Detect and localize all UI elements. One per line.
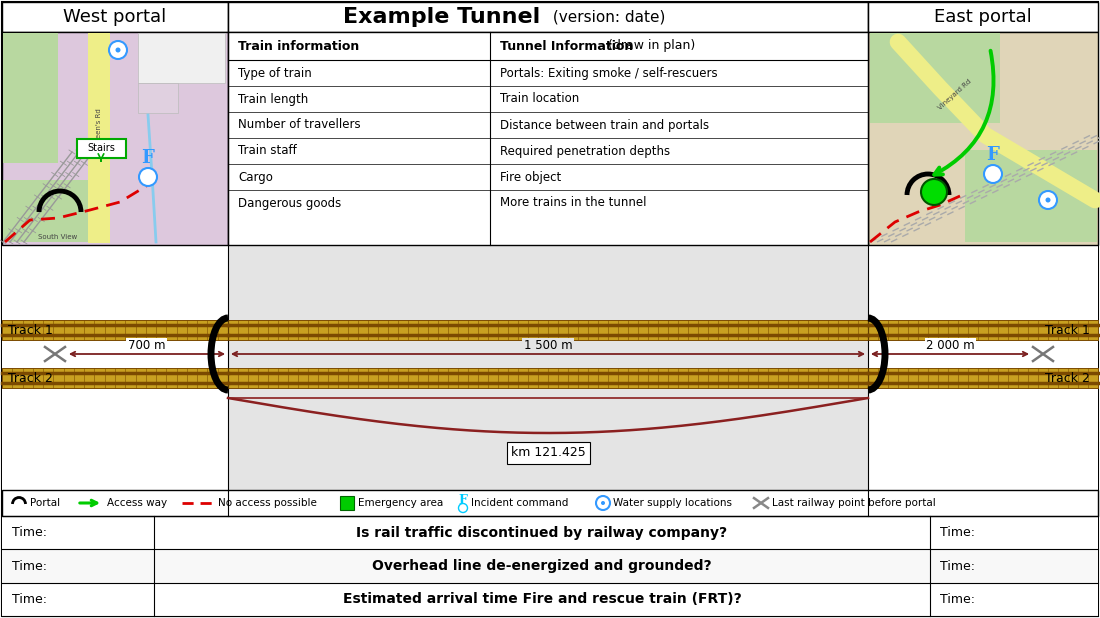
Text: West portal: West portal [64,8,166,26]
Text: Portals: Exiting smoke / self-rescuers: Portals: Exiting smoke / self-rescuers [500,67,717,80]
Bar [3,33,58,163]
Text: Track 2: Track 2 [1045,371,1090,384]
Bar [868,32,1098,245]
Bar [138,33,226,83]
Bar [2,516,1098,549]
Text: Estimated arrival time Fire and rescue train (FRT)?: Estimated arrival time Fire and rescue t… [342,592,741,606]
Bar [228,245,868,490]
Circle shape [601,501,605,505]
Text: Access way: Access way [107,498,167,508]
Bar [2,320,228,340]
Text: Last railway point before portal: Last railway point before portal [772,498,936,508]
Bar [965,150,1097,242]
Text: (draw in plan): (draw in plan) [604,40,695,53]
Text: No access possible: No access possible [218,498,317,508]
Bar [870,33,1000,123]
Bar [2,32,228,245]
Bar [868,320,1098,340]
Text: South View: South View [39,234,78,240]
Circle shape [921,179,947,205]
Text: Dangerous goods: Dangerous goods [238,197,341,210]
Bar [228,320,868,340]
Text: Time:: Time: [940,593,975,606]
Circle shape [596,496,611,510]
Circle shape [139,168,157,186]
Text: F: F [459,494,468,507]
Text: East portal: East portal [934,8,1032,26]
Bar [2,368,228,388]
Bar [228,32,868,245]
Text: Time:: Time: [12,593,47,606]
Bar [2,583,1098,616]
Text: Stairs: Stairs [87,143,114,153]
Text: 1 500 m: 1 500 m [524,339,572,352]
Text: Emergency area: Emergency area [358,498,443,508]
Text: Cargo: Cargo [238,171,273,184]
Bar [2,2,228,32]
Circle shape [1045,198,1050,203]
Text: Is rail traffic discontinued by railway company?: Is rail traffic discontinued by railway … [356,526,727,540]
Circle shape [1040,191,1057,209]
Bar [228,2,868,32]
Bar [3,180,103,242]
Text: Train information: Train information [238,40,360,53]
Text: Track 1: Track 1 [8,323,53,336]
FancyBboxPatch shape [77,138,125,158]
Bar [340,496,354,510]
Text: Water supply locations: Water supply locations [613,498,732,508]
Text: Fire object: Fire object [500,171,561,184]
Text: Required penetration depths: Required penetration depths [500,145,670,158]
Circle shape [984,165,1002,183]
Text: Time:: Time: [940,526,975,539]
Text: Incident command: Incident command [471,498,569,508]
Text: Example Tunnel: Example Tunnel [343,7,548,27]
Text: km 121.425: km 121.425 [510,446,585,460]
Text: Number of travellers: Number of travellers [238,119,361,132]
Text: Time:: Time: [940,559,975,572]
Text: Track 1: Track 1 [1045,323,1090,336]
Text: F: F [142,149,154,167]
Bar [868,368,1098,388]
Bar [868,2,1098,32]
Text: Train staff: Train staff [238,145,297,158]
Text: Queen's Rd: Queen's Rd [96,108,102,148]
Text: Overhead line de-energized and grounded?: Overhead line de-energized and grounded? [372,559,712,573]
FancyArrowPatch shape [934,51,993,175]
Bar [228,368,868,388]
Text: Time:: Time: [12,526,47,539]
Text: Tunnel Information: Tunnel Information [500,40,634,53]
Text: Track 2: Track 2 [8,371,53,384]
Text: Portal: Portal [30,498,60,508]
Bar [138,83,178,113]
Text: More trains in the tunnel: More trains in the tunnel [500,197,647,210]
Text: Vineyard Rd: Vineyard Rd [937,78,972,111]
Bar [88,33,110,243]
Text: Time:: Time: [12,559,47,572]
Bar [2,490,1098,516]
Text: 700 m: 700 m [128,339,165,352]
Text: (version: date): (version: date) [548,9,666,25]
Text: Train location: Train location [500,93,580,106]
Text: 2 000 m: 2 000 m [926,339,975,352]
Text: Type of train: Type of train [238,67,311,80]
Circle shape [116,48,121,53]
Bar [2,245,1098,490]
Bar [2,549,1098,583]
Text: Distance between train and portals: Distance between train and portals [500,119,710,132]
Text: Train length: Train length [238,93,308,106]
Text: F: F [987,146,1000,164]
Circle shape [109,41,126,59]
